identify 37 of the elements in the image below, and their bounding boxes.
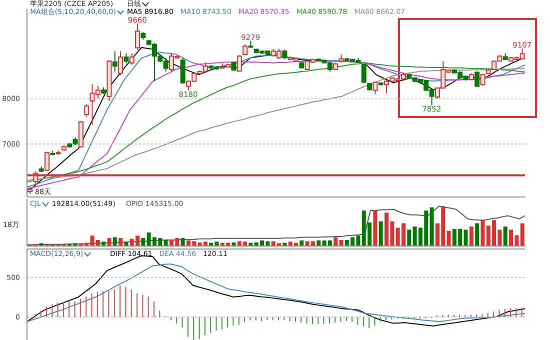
bar — [469, 226, 474, 246]
bar — [141, 238, 146, 246]
bar — [475, 223, 480, 246]
bar — [520, 223, 524, 246]
bar — [124, 242, 128, 246]
bar — [102, 242, 106, 246]
candlestick — [135, 22, 140, 50]
candlestick — [44, 151, 50, 172]
bar — [180, 238, 185, 246]
bar — [112, 237, 117, 246]
candlestick — [112, 50, 118, 72]
bar — [300, 240, 304, 246]
bar — [118, 238, 123, 246]
bar — [446, 230, 451, 246]
bar — [339, 240, 344, 246]
bar — [107, 238, 112, 246]
bar — [378, 221, 383, 246]
bar — [164, 240, 168, 246]
bar — [407, 230, 412, 246]
candlestick — [118, 50, 124, 76]
candlestick — [282, 49, 288, 60]
bar — [316, 240, 321, 246]
candlestick — [474, 71, 480, 88]
candlestick — [372, 80, 378, 95]
bar — [503, 226, 508, 246]
bar — [464, 230, 468, 246]
bar — [214, 242, 219, 246]
bar — [430, 207, 434, 246]
candlestick — [129, 52, 134, 66]
candlestick — [180, 57, 186, 84]
bar — [373, 210, 378, 246]
bar — [334, 237, 338, 246]
candlestick — [124, 52, 129, 64]
candlestick — [361, 63, 366, 84]
bar — [480, 220, 485, 246]
candlestick — [236, 54, 242, 72]
candlestick — [84, 104, 90, 118]
